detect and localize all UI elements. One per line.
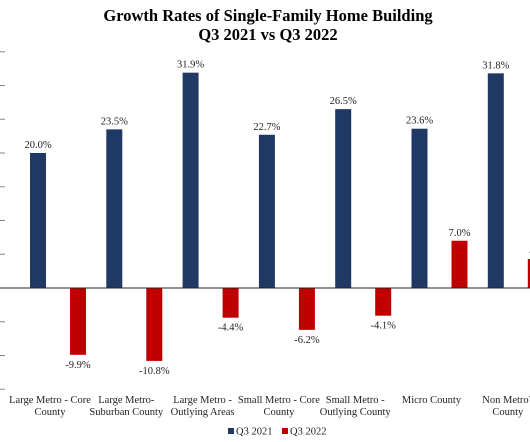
bar-q3-2021-0 xyxy=(30,153,46,288)
bar-q3-2022-0 xyxy=(70,288,86,355)
category-label: County xyxy=(35,407,67,418)
category-label: Non Metro? xyxy=(482,395,530,406)
bar-q3-2022-3 xyxy=(298,288,315,330)
legend-label-1: Q3 2022 xyxy=(290,427,326,438)
value-label: -9.9% xyxy=(65,360,91,371)
bar-q3-2022-6 xyxy=(527,258,530,288)
category-label: Outlying Areas xyxy=(171,407,235,418)
category-label: Suburban County xyxy=(89,407,164,418)
category-label: County xyxy=(492,407,524,418)
value-label: -10.8% xyxy=(139,366,170,377)
bar-q3-2022-1 xyxy=(146,288,163,361)
category-label: Large Metro - xyxy=(173,395,232,406)
category-label: Small Metro - xyxy=(326,395,385,406)
bar-q3-2021-5 xyxy=(411,128,428,288)
bar-q3-2021-6 xyxy=(487,73,504,288)
value-label: 23.5% xyxy=(101,116,128,127)
legend-label-0: Q3 2021 xyxy=(236,427,272,438)
bar-q3-2022-5 xyxy=(451,240,468,288)
category-label: County xyxy=(263,407,295,418)
bar-q3-2022-2 xyxy=(222,288,239,318)
legend: Q3 2021 Q3 2022 xyxy=(228,427,326,438)
value-label: 22.7% xyxy=(253,122,280,133)
value-labels-group: 20.0% 23.5% 31.9% 22.7% 26.5% 23.6% 31.8% -9.9%… xyxy=(24,60,530,377)
value-label: -6.2% xyxy=(294,335,320,346)
value-label: 31.9% xyxy=(177,60,204,71)
y-axis-ticks xyxy=(0,51,5,390)
bar-q3-2021-1 xyxy=(106,129,123,288)
category-label: Outlying County xyxy=(320,407,392,418)
value-label: 31.8% xyxy=(482,60,509,71)
value-label: 20.0% xyxy=(24,140,51,151)
chart-title-line-2: Q3 2021 vs Q3 2022 xyxy=(198,25,337,44)
bar-q3-2022-4 xyxy=(375,288,392,316)
category-label: Small Metro - Core xyxy=(238,395,320,406)
legend-swatch-0 xyxy=(228,428,234,434)
legend-swatch-1 xyxy=(282,428,288,434)
category-label: Micro County xyxy=(402,395,462,406)
bar-q3-2021-3 xyxy=(258,134,275,288)
value-label: 7.0% xyxy=(449,228,471,239)
bar-q3-2021-4 xyxy=(335,109,352,288)
value-label: 23.6% xyxy=(406,116,433,127)
chart-title-line-1: Growth Rates of Single-Family Home Build… xyxy=(103,6,433,25)
value-label: 26.5% xyxy=(330,96,357,107)
category-label: Large Metro - Core xyxy=(9,395,91,406)
value-label: -4.1% xyxy=(371,321,397,332)
value-label: -4.4% xyxy=(218,323,244,334)
category-label: Large Metro- xyxy=(98,395,155,406)
bars-group xyxy=(30,72,530,361)
bar-q3-2021-2 xyxy=(182,72,199,288)
